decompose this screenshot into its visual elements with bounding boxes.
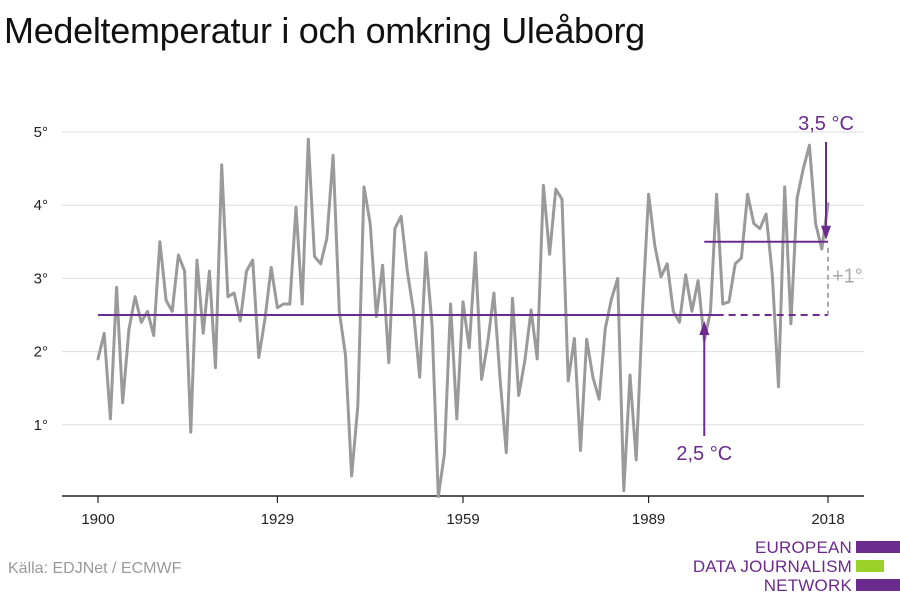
x-tick-label: 1989: [632, 511, 665, 528]
y-tick-label: 1°: [34, 417, 48, 434]
x-tick-label: 1959: [446, 511, 479, 528]
source-credit: Källa: EDJNet / ECMWF: [8, 560, 182, 577]
x-axis-ticks: 1900 1929 1959 1989 2018: [81, 496, 845, 528]
logo-bar-purple-top: [856, 541, 900, 553]
y-axis-ticks: 1° 2° 3° 4° 5°: [34, 124, 48, 434]
logo-bar-green: [856, 560, 900, 572]
logo-line-1: EUROPEAN: [754, 538, 852, 557]
recent-value-label: 3,5 °C: [798, 113, 854, 135]
recent-arrow-head: [821, 225, 831, 240]
edjnet-logo[interactable]: EUROPEAN DATA JOURNALISM NETWORK: [693, 538, 900, 598]
x-tick-label: 1929: [261, 511, 294, 528]
y-tick-label: 2°: [34, 344, 48, 361]
logo-line-2: DATA JOURNALISM: [692, 557, 852, 576]
annotations: +1° 2,5 °C 3,5 °C: [98, 113, 863, 465]
logo-line-3: NETWORK: [763, 576, 852, 595]
grid-lines: [62, 131, 864, 426]
chart-title: Medeltemperatur i och omkring Uleåborg: [4, 10, 645, 51]
y-tick-label: 4°: [34, 197, 48, 214]
difference-label: +1°: [832, 265, 863, 287]
x-tick-label: 2018: [811, 511, 844, 528]
y-tick-label: 5°: [34, 124, 48, 141]
baseline-arrow-head: [699, 321, 710, 335]
x-tick-label: 1900: [81, 511, 114, 528]
baseline-value-label: 2,5 °C: [676, 443, 732, 465]
logo-bar-purple-bottom: [856, 579, 900, 591]
y-tick-label: 3°: [34, 270, 48, 287]
